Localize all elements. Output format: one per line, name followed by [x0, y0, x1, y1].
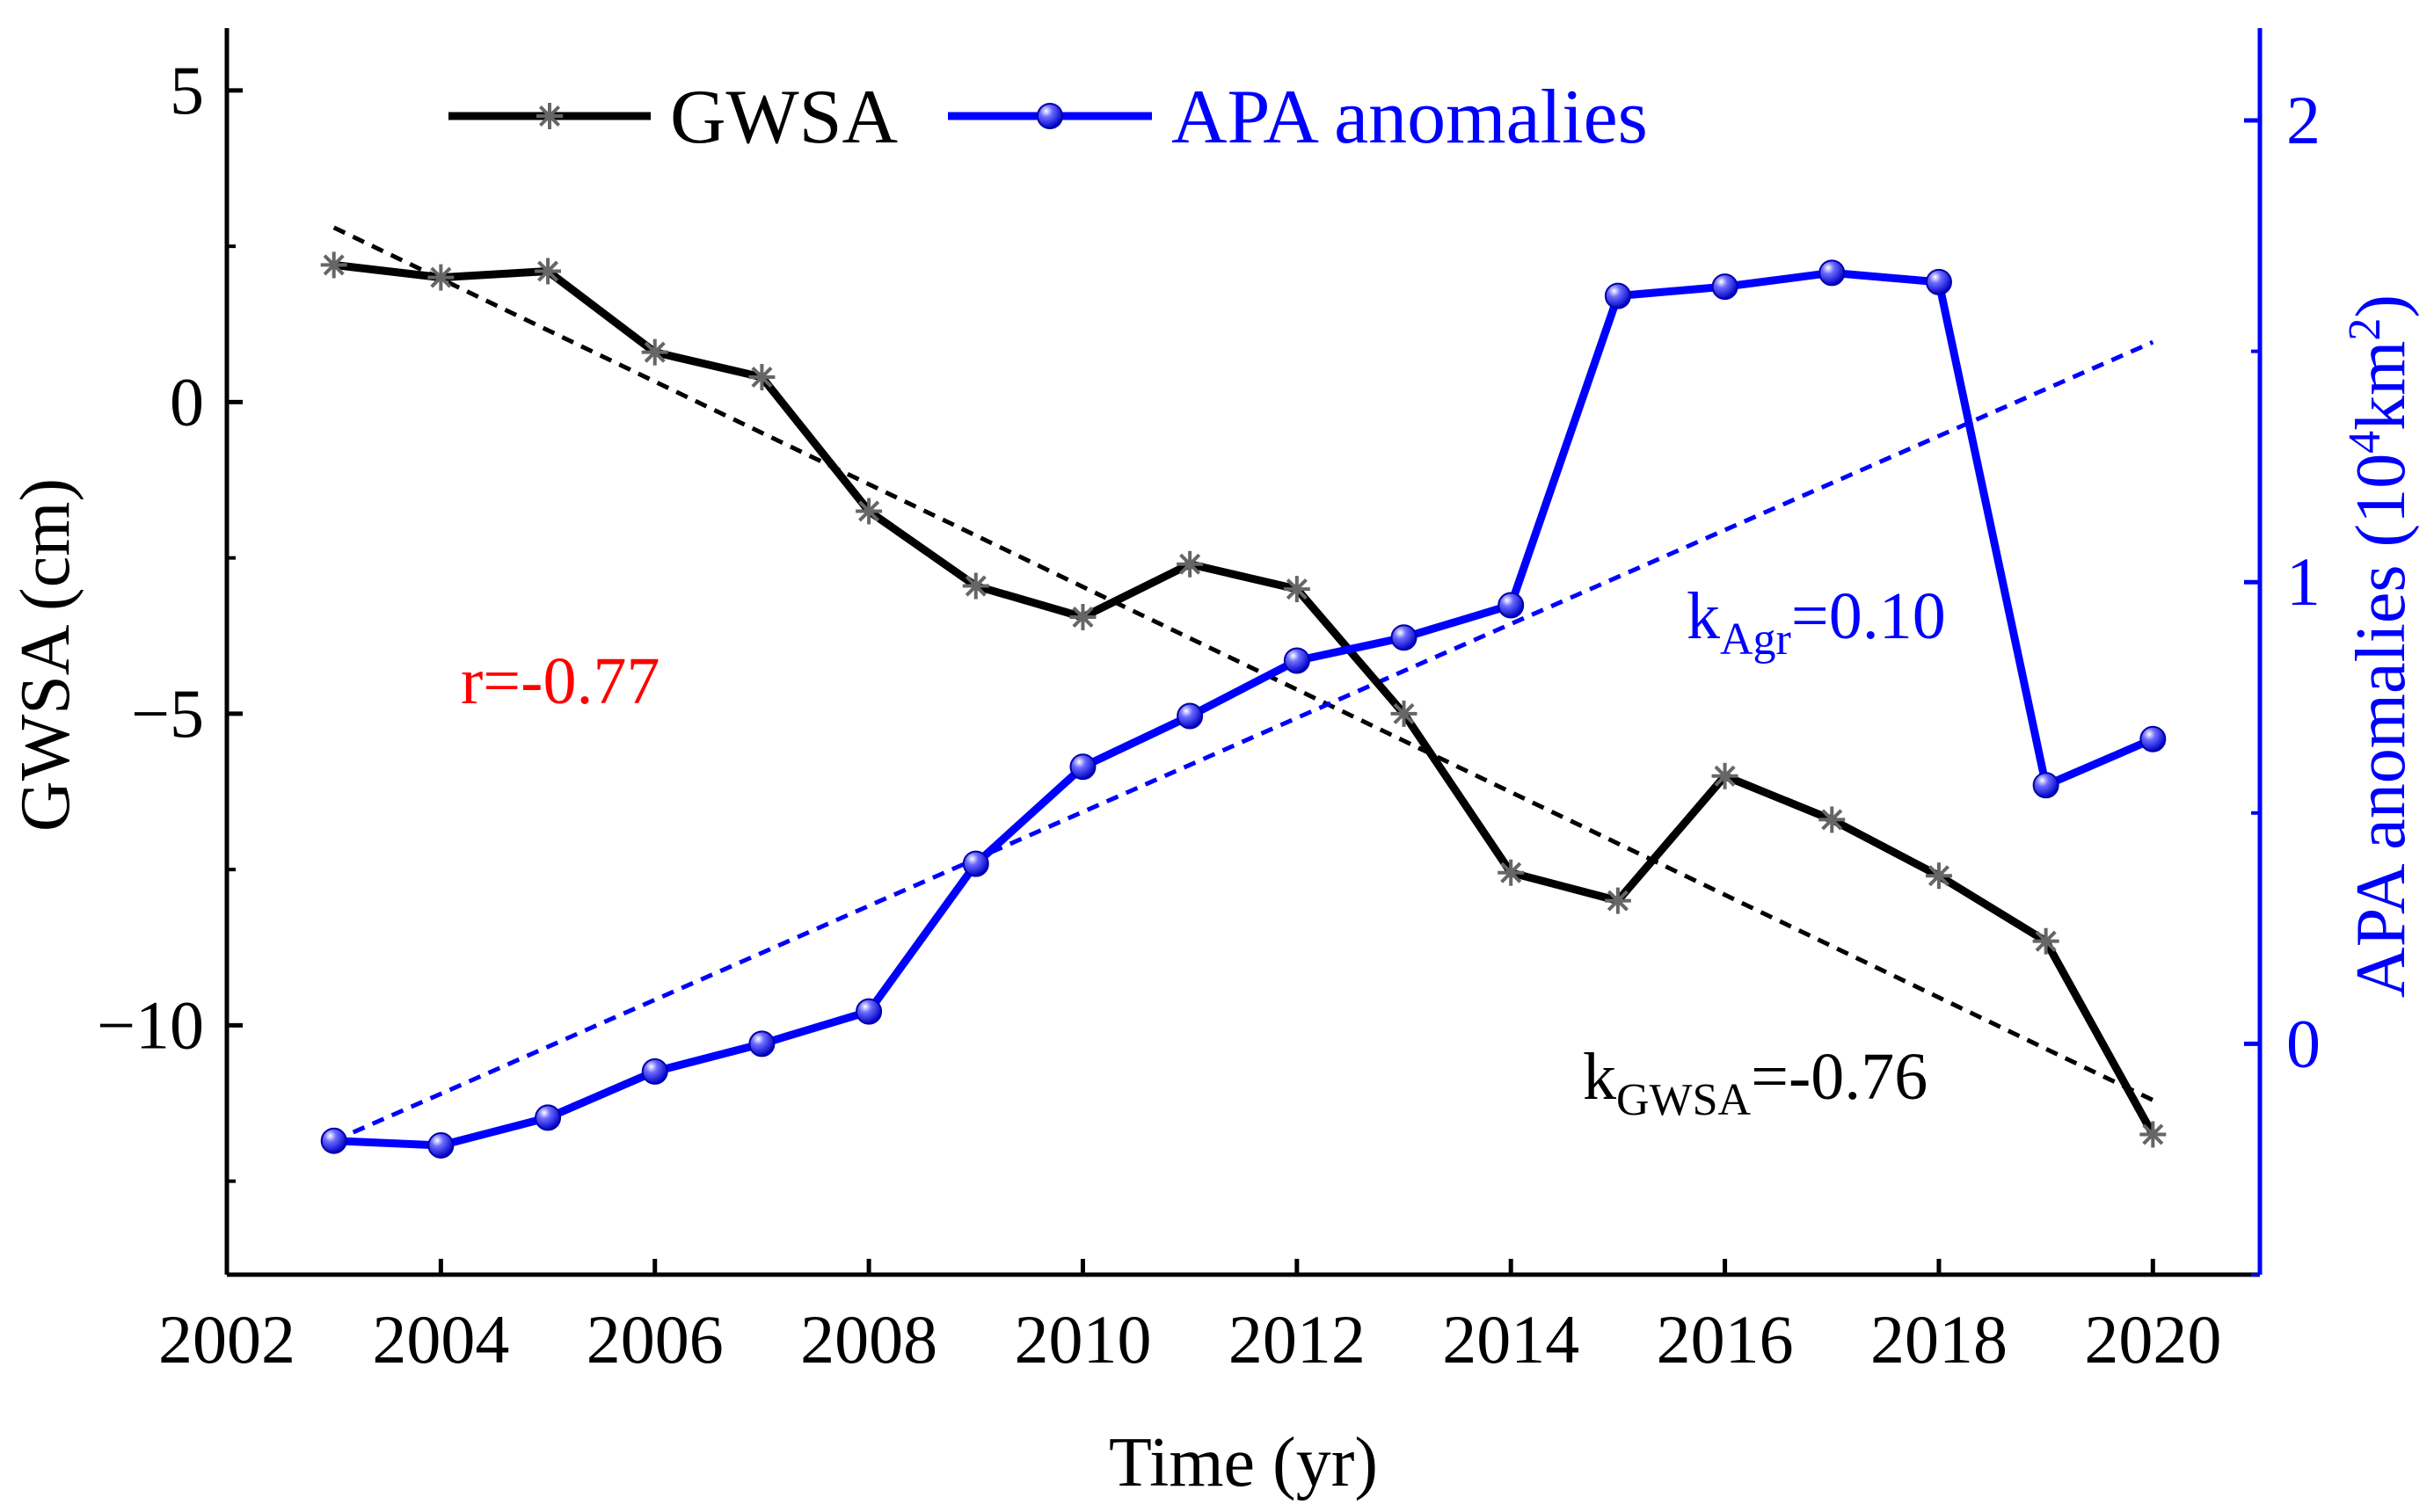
k-gwsa-k: k [1583, 1040, 1616, 1114]
gwsa-series-line [333, 260, 2157, 1137]
trendlines [332, 225, 2154, 1143]
gwsa-data-point [535, 258, 562, 285]
apa-trendline [332, 339, 2154, 1143]
x-tick-label: 2004 [372, 1301, 509, 1378]
k-agr-k: k [1687, 579, 1720, 653]
gwsa-data-point [1283, 576, 1310, 603]
y-left-tick-label: 0 [170, 363, 204, 440]
gwsa-data-point [1925, 862, 1952, 890]
gwsa-data-point [2139, 1121, 2167, 1148]
legend-gwsa-label: GWSA [670, 75, 898, 160]
apa-series-line [333, 268, 2155, 1150]
apa-data-point [1711, 273, 1738, 301]
apa-data-point [320, 1127, 347, 1154]
legend-gwsa-marker [536, 103, 563, 129]
gwsa-data-point [1604, 887, 1631, 914]
apa-data-point [1925, 268, 1952, 295]
apa-data-point [2032, 772, 2059, 799]
y-right-tick-label: 1 [2286, 543, 2321, 620]
k-gwsa-sub: GWSA [1616, 1075, 1752, 1125]
gwsa-data-point [856, 498, 883, 525]
y-left-tick-label: 5 [170, 52, 204, 128]
y-right-title-sup: 4 [2340, 431, 2390, 454]
legend-apa-marker [1037, 103, 1063, 129]
k-gwsa-value: =-0.76 [1751, 1040, 1928, 1114]
x-tick-label: 2020 [2084, 1301, 2221, 1378]
gwsa-data-point [1390, 700, 1417, 727]
gwsa-data-point [962, 572, 989, 600]
x-tick-label: 2008 [800, 1301, 937, 1378]
k-agr-annotation: kAgr=0.10 [1687, 579, 1946, 665]
apa-data-point [535, 1104, 562, 1131]
plot-frame [224, 28, 2263, 1277]
x-axis-title: Time (yr) [1109, 1424, 1378, 1501]
gwsa-data-point [748, 364, 776, 391]
x-tick-label: 2002 [158, 1301, 295, 1378]
gwsa-data-point [1069, 604, 1097, 631]
axis-ticks: 2002 2004 2006 2008 2010 2012 2014 2016 2018 2020… [97, 52, 2321, 1378]
x-tick-label: 2016 [1657, 1301, 1794, 1378]
correlation-annotation: r=-0.77 [461, 644, 660, 718]
k-agr-value: =0.10 [1791, 579, 1946, 653]
x-tick-label: 2014 [1442, 1301, 1579, 1378]
y-left-tick-label: −10 [97, 986, 204, 1063]
apa-data-point [962, 850, 989, 877]
apa-data-point [2139, 725, 2167, 752]
x-tick-label: 2010 [1014, 1301, 1151, 1378]
apa-data-point [748, 1030, 776, 1058]
gwsa-data-point [320, 251, 347, 279]
legend-apa-label: APA anomalies [1171, 75, 1648, 160]
legend-gwsa-asterisk-icon [536, 103, 563, 129]
gwsa-data-point [1711, 762, 1738, 789]
k-agr-sub: Agr [1720, 614, 1791, 665]
y-right-tick-label: 2 [2286, 82, 2321, 158]
gwsa-data-point [2032, 927, 2059, 955]
apa-data-point [427, 1131, 455, 1159]
y-right-title-main: APA anomalies (10 [2343, 454, 2420, 998]
apa-data-point [1283, 647, 1310, 674]
apa-data-point [856, 998, 883, 1025]
gwsa-data-point [641, 338, 668, 366]
y-left-tick-label: −5 [131, 675, 204, 752]
x-tick-label: 2006 [587, 1301, 724, 1378]
apa-data-point [1498, 592, 1525, 619]
apa-data-point [1390, 624, 1417, 651]
y-axis-left-title: GWSA (cm) [7, 478, 84, 832]
apa-data-point [1069, 753, 1097, 781]
gwsa-data-point [1177, 550, 1204, 578]
gwsa-data-point [1498, 859, 1525, 886]
data-series [320, 251, 2167, 1159]
k-gwsa-annotation: kGWSA=-0.76 [1583, 1040, 1928, 1125]
legend: GWSA APA anomalies [448, 75, 1648, 160]
y-right-tick-label: 0 [2286, 1005, 2321, 1081]
apa-data-point [1604, 282, 1631, 309]
legend-apa-sphere-icon [1037, 103, 1063, 129]
gwsa-data-point [1818, 806, 1846, 833]
apa-data-point [1177, 702, 1204, 730]
x-tick-label: 2018 [1870, 1301, 2008, 1378]
apa-data-point [641, 1058, 668, 1085]
y-right-title-sup2: 2 [2340, 318, 2390, 341]
y-right-title-unit: km [2343, 341, 2420, 431]
y-axis-right-title: APA anomalies (104km2) [2340, 294, 2420, 998]
y-right-title-end: ) [2343, 294, 2420, 318]
apa-data-point [1818, 259, 1846, 287]
gwsa-data-point [427, 264, 455, 291]
x-tick-label: 2012 [1228, 1301, 1366, 1378]
